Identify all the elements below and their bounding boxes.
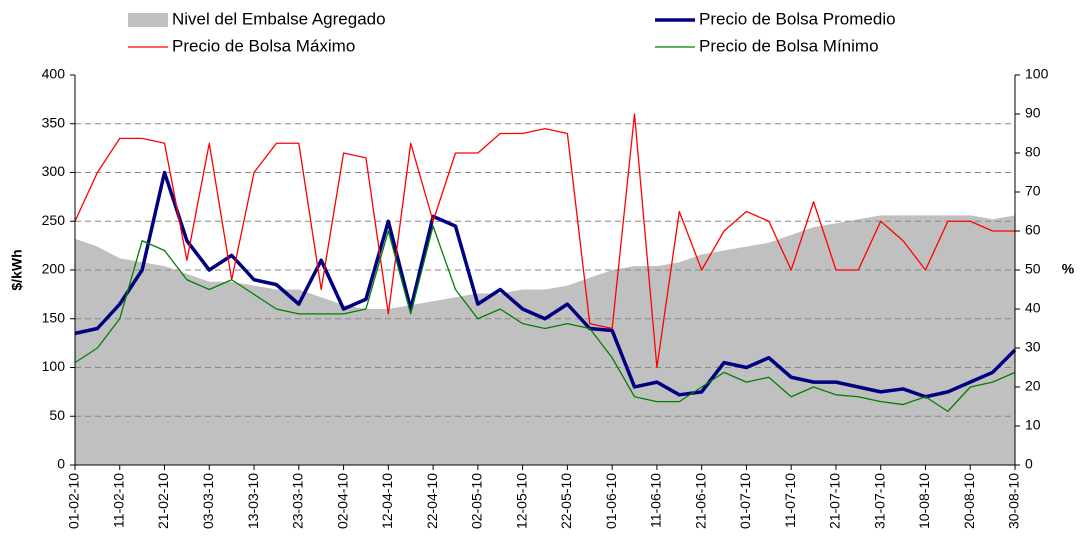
y2-tick-label: 10 xyxy=(1025,417,1041,433)
x-tick-label: 02-05-10 xyxy=(469,473,485,529)
y2-tick-label: 100 xyxy=(1025,66,1049,82)
y2-tick-label: 70 xyxy=(1025,183,1041,199)
x-tick-label: 01-02-10 xyxy=(66,473,82,529)
price-line xyxy=(74,170,1017,399)
x-tick-label: 22-04-10 xyxy=(424,473,440,529)
x-tick-label: 22-05-10 xyxy=(558,473,574,529)
x-tick-label: 21-06-10 xyxy=(692,473,708,529)
y2-tick-label: 60 xyxy=(1025,222,1041,238)
y-tick-label: 50 xyxy=(49,407,65,423)
x-tick-label: 23-03-10 xyxy=(290,473,306,529)
x-tick-label: 02-04-10 xyxy=(334,473,350,529)
price-line xyxy=(74,225,1016,413)
y-tick-label: 300 xyxy=(42,163,66,179)
y2-axis-label: % xyxy=(1062,261,1075,277)
x-tick-label: 21-07-10 xyxy=(827,473,843,529)
y2-tick-label: 20 xyxy=(1025,378,1041,394)
y-tick-label: 350 xyxy=(42,114,66,130)
legend-label: Nivel del Embalse Agregado xyxy=(172,9,386,28)
y-tick-label: 200 xyxy=(42,261,66,277)
y2-tick-label: 40 xyxy=(1025,300,1041,316)
legend-label: Precio de Bolsa Mínimo xyxy=(699,36,879,55)
x-tick-label: 13-03-10 xyxy=(245,473,261,529)
y2-tick-label: 30 xyxy=(1025,339,1041,355)
y-tick-label: 150 xyxy=(42,309,66,325)
y-tick-label: 100 xyxy=(42,358,66,374)
x-tick-label: 30-08-10 xyxy=(1006,473,1022,529)
x-tick-label: 10-08-10 xyxy=(916,473,932,529)
y-axis-label: $/kWh xyxy=(9,249,25,290)
x-tick-label: 21-02-10 xyxy=(155,473,171,529)
x-tick-label: 11-02-10 xyxy=(110,473,126,528)
y-tick-label: 400 xyxy=(42,66,66,82)
x-tick-label: 11-07-10 xyxy=(782,473,798,528)
legend-swatch xyxy=(128,13,168,27)
x-tick-label: 31-07-10 xyxy=(871,473,887,529)
y2-tick-label: 80 xyxy=(1025,144,1041,160)
legend-label: Precio de Bolsa Máximo xyxy=(172,36,355,55)
y-tick-label: 0 xyxy=(57,456,65,472)
legend-label: Precio de Bolsa Promedio xyxy=(699,9,896,28)
x-tick-label: 03-03-10 xyxy=(200,473,216,529)
y2-tick-label: 0 xyxy=(1025,456,1033,472)
x-tick-label: 20-08-10 xyxy=(961,473,977,529)
y-tick-label: 250 xyxy=(42,212,66,228)
y2-tick-label: 90 xyxy=(1025,105,1041,121)
x-tick-label: 01-06-10 xyxy=(603,473,619,529)
x-tick-label: 12-04-10 xyxy=(379,473,395,529)
x-tick-label: 01-07-10 xyxy=(737,473,753,529)
reservoir-area xyxy=(75,215,1015,465)
x-tick-label: 12-05-10 xyxy=(513,473,529,529)
y2-tick-label: 50 xyxy=(1025,261,1041,277)
x-tick-label: 11-06-10 xyxy=(648,473,664,528)
